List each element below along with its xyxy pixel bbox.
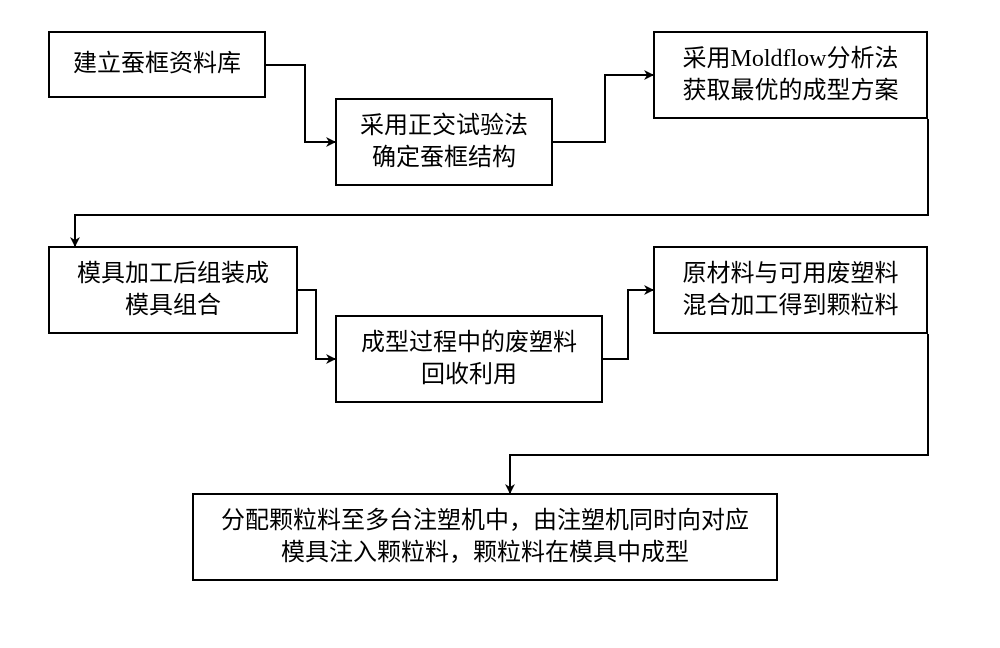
node-text: 模具加工后组装成模具组合 [77, 258, 269, 323]
node-text: 成型过程中的废塑料回收利用 [361, 327, 577, 392]
flow-node-n3: 采用Moldflow分析法获取最优的成型方案 [653, 31, 928, 119]
node-text: 分配颗粒料至多台注塑机中，由注塑机同时向对应模具注入颗粒料，颗粒料在模具中成型 [221, 505, 749, 570]
flow-node-n1: 建立蚕框资料库 [48, 31, 266, 98]
node-text: 建立蚕框资料库 [73, 48, 241, 80]
flow-node-n5: 成型过程中的废塑料回收利用 [335, 315, 603, 403]
node-text: 采用Moldflow分析法获取最优的成型方案 [683, 43, 899, 108]
flow-node-n2: 采用正交试验法确定蚕框结构 [335, 98, 553, 186]
flow-node-n6: 原材料与可用废塑料混合加工得到颗粒料 [653, 246, 928, 334]
node-text: 原材料与可用废塑料混合加工得到颗粒料 [683, 258, 899, 323]
flow-node-n7: 分配颗粒料至多台注塑机中，由注塑机同时向对应模具注入颗粒料，颗粒料在模具中成型 [192, 493, 778, 581]
node-text: 采用正交试验法确定蚕框结构 [360, 110, 528, 175]
flow-node-n4: 模具加工后组装成模具组合 [48, 246, 298, 334]
